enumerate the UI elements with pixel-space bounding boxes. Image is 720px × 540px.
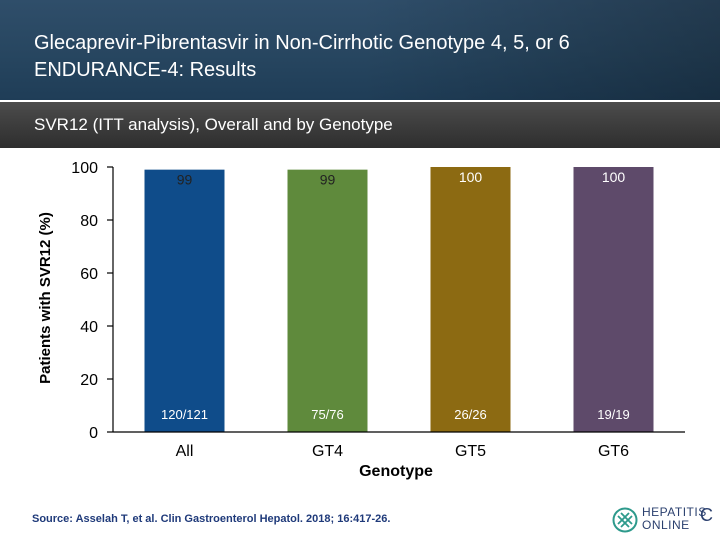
slide-title-line-2: ENDURANCE-4: Results [34, 59, 257, 81]
bar-count-label: 19/19 [597, 407, 630, 422]
bar-count-label: 120/121 [161, 407, 208, 422]
y-tick-label: 80 [80, 213, 98, 230]
hepatitis-c-online-logo: HEPATITIS ONLINE C [612, 505, 718, 537]
bar-value-label: 100 [602, 169, 626, 185]
y-tick-label: 40 [80, 319, 98, 336]
bar-count-label: 26/26 [454, 407, 487, 422]
bar-value-label: 100 [459, 169, 483, 185]
y-tick-label: 60 [80, 266, 98, 283]
source-citation: Source: Asselah T, et al. Clin Gastroent… [32, 513, 391, 525]
x-axis-title: Genotype [359, 463, 433, 480]
title-bar-shade [360, 0, 720, 100]
logo-text: HEPATITIS ONLINE [642, 506, 707, 532]
bar-value-label: 99 [320, 172, 336, 188]
logo-line-2: ONLINE [642, 518, 690, 532]
logo-emblem-icon [612, 507, 638, 533]
title-bar: Glecaprevir-Pibrentasvir in Non-Cirrhoti… [0, 0, 720, 100]
y-tick-label: 100 [71, 160, 98, 177]
slide-title-line-1: Glecaprevir-Pibrentasvir in Non-Cirrhoti… [34, 32, 570, 54]
logo-letter-c: C [700, 505, 713, 525]
y-tick-label: 0 [89, 425, 98, 442]
bar-all [144, 169, 225, 432]
bar-gt5 [430, 167, 511, 432]
bar-count-label: 75/76 [311, 407, 344, 422]
bar-value-label: 99 [177, 172, 193, 188]
x-tick-label: GT6 [598, 443, 629, 460]
x-tick-label: GT5 [455, 443, 486, 460]
bar-gt6 [573, 167, 654, 432]
slide-title: Glecaprevir-Pibrentasvir in Non-Cirrhoti… [34, 30, 570, 84]
y-axis-title: Patients with SVR12 (%) [37, 212, 54, 384]
x-tick-label: All [176, 443, 194, 460]
subtitle-bar: SVR12 (ITT analysis), Overall and by Gen… [0, 102, 720, 148]
logo-line-1: HEPATITIS [642, 505, 707, 519]
bar-gt4 [287, 169, 368, 432]
slide-subtitle: SVR12 (ITT analysis), Overall and by Gen… [34, 115, 393, 134]
x-tick-label: GT4 [312, 443, 343, 460]
y-tick-label: 20 [80, 372, 98, 389]
